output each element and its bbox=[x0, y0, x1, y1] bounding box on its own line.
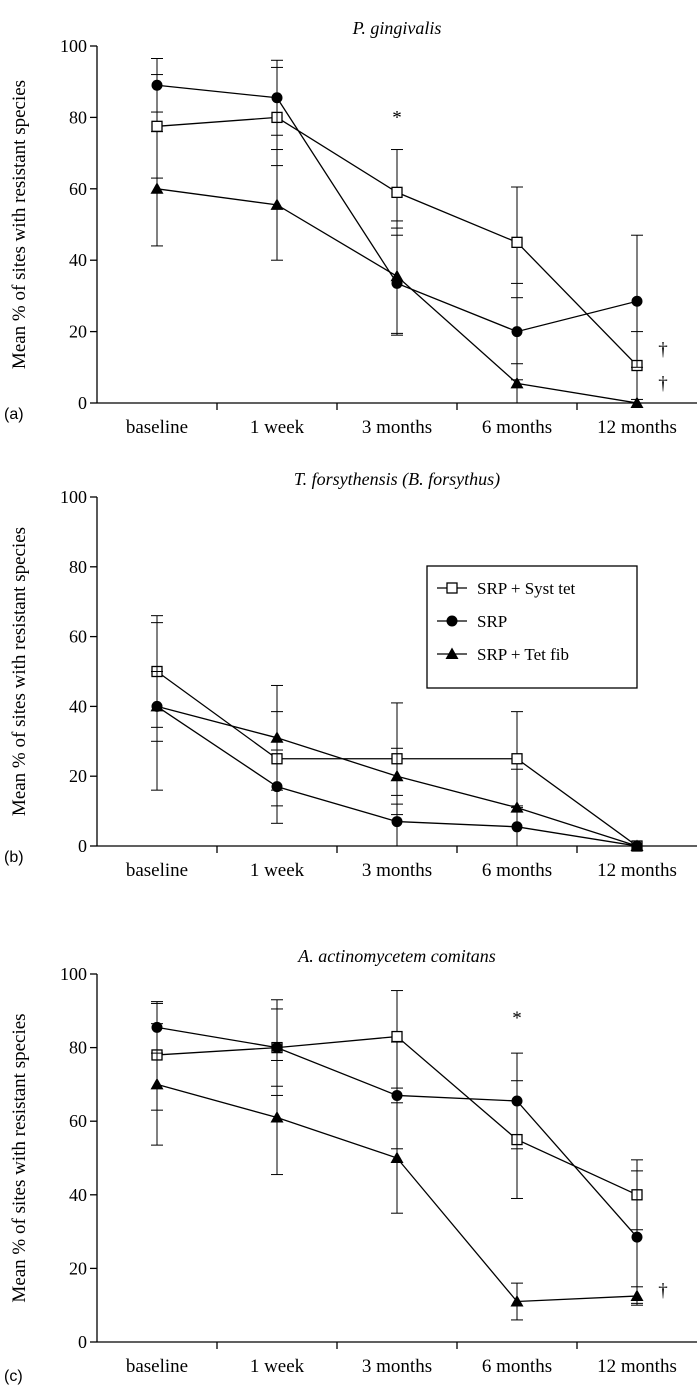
y-tick-label: 100 bbox=[60, 964, 87, 984]
triangle-marker bbox=[630, 396, 644, 408]
x-tick-label: 1 week bbox=[250, 860, 305, 881]
circle-marker bbox=[391, 1089, 403, 1101]
y-tick-label: 60 bbox=[69, 627, 87, 647]
y-tick-label: 0 bbox=[78, 393, 87, 413]
y-axis-label: Mean % of sites with resistant species bbox=[9, 80, 30, 369]
chart-panel: T. forsythensis (B. forsythus) Mean % of … bbox=[4, 469, 697, 881]
y-axis-label: Mean % of sites with resistant species bbox=[9, 527, 30, 816]
x-tick-label: 3 months bbox=[362, 417, 432, 438]
x-tick-label: 3 months bbox=[362, 860, 432, 881]
triangle-marker bbox=[270, 1111, 284, 1123]
legend-label: SRP + Tet fib bbox=[477, 645, 569, 664]
y-axis-label: Mean % of sites with resistant species bbox=[9, 1013, 30, 1302]
y-tick-label: 80 bbox=[69, 1038, 87, 1058]
legend-triangle-marker bbox=[445, 647, 459, 659]
circle-marker bbox=[631, 295, 643, 307]
square-marker bbox=[511, 753, 523, 765]
x-tick-label: baseline bbox=[126, 1356, 188, 1377]
circle-marker bbox=[151, 79, 163, 91]
y-tick-label: 40 bbox=[69, 1185, 87, 1205]
annotation-mark: † bbox=[658, 373, 668, 394]
triangle-marker bbox=[150, 699, 164, 712]
circle-marker bbox=[271, 92, 283, 104]
chart-title: T. forsythensis (B. forsythus) bbox=[294, 469, 500, 490]
square-marker bbox=[391, 186, 403, 199]
y-tick-label: 40 bbox=[69, 696, 87, 716]
triangle-marker bbox=[510, 376, 524, 389]
triangle-marker bbox=[630, 1289, 644, 1301]
legend-square-marker bbox=[446, 582, 458, 594]
y-tick-label: 0 bbox=[78, 1332, 87, 1352]
annotation-mark: † bbox=[658, 339, 668, 360]
annotation-mark: * bbox=[392, 107, 402, 128]
circle-marker bbox=[511, 326, 523, 338]
chart-panel: A. actinomycetem comitans Mean % of sites… bbox=[4, 946, 697, 1385]
chart-title: P. gingivalis bbox=[352, 18, 442, 38]
triangle-marker bbox=[270, 731, 284, 743]
triangle-marker bbox=[150, 182, 164, 194]
y-tick-label: 80 bbox=[69, 107, 87, 127]
y-tick-label: 80 bbox=[69, 557, 87, 577]
triangle-marker bbox=[390, 269, 404, 282]
chart-title: A. actinomycetem comitans bbox=[297, 946, 495, 966]
triangle-marker bbox=[390, 769, 404, 782]
x-tick-label: baseline bbox=[126, 417, 188, 438]
legend: SRP + Syst tet SRP SRP + Tet fib bbox=[426, 565, 638, 689]
x-tick-label: 3 months bbox=[362, 1356, 432, 1377]
triangle-marker bbox=[150, 1077, 164, 1090]
annotation-mark: † bbox=[658, 1280, 668, 1301]
triangle-marker bbox=[510, 1295, 524, 1307]
circle-marker bbox=[511, 1095, 523, 1107]
square-marker bbox=[151, 120, 163, 132]
annotation-mark: * bbox=[512, 1008, 522, 1029]
y-tick-label: 20 bbox=[69, 766, 87, 786]
legend-box bbox=[426, 565, 638, 689]
square-marker bbox=[511, 236, 523, 249]
x-tick-label: 6 months bbox=[482, 417, 552, 438]
panel-label: (a) bbox=[4, 406, 24, 423]
x-tick-label: 12 months bbox=[597, 1356, 677, 1377]
series bbox=[150, 131, 644, 408]
y-tick-label: 0 bbox=[78, 836, 87, 856]
y-tick-label: 60 bbox=[69, 1111, 87, 1131]
series bbox=[150, 671, 644, 851]
triangle-marker bbox=[510, 801, 524, 813]
x-tick-label: 6 months bbox=[482, 1356, 552, 1377]
x-tick-label: 12 months bbox=[597, 860, 677, 881]
series bbox=[150, 1023, 644, 1321]
x-tick-label: 6 months bbox=[482, 860, 552, 881]
y-tick-label: 20 bbox=[69, 1258, 87, 1278]
chart-panel: P. gingivalis Mean % of sites with resist… bbox=[4, 18, 697, 438]
y-tick-label: 40 bbox=[69, 250, 87, 270]
x-tick-label: 1 week bbox=[250, 1356, 305, 1377]
triangle-marker bbox=[390, 1151, 404, 1163]
series bbox=[151, 1001, 643, 1304]
square-marker bbox=[391, 1030, 403, 1043]
panel-label: (c) bbox=[4, 1368, 23, 1385]
x-tick-label: baseline bbox=[126, 860, 188, 881]
circle-marker bbox=[391, 816, 403, 828]
y-tick-label: 20 bbox=[69, 322, 87, 342]
legend-label: SRP + Syst tet bbox=[477, 579, 576, 598]
panel-label: (b) bbox=[4, 849, 24, 866]
circle-marker bbox=[631, 1231, 643, 1243]
y-tick-label: 60 bbox=[69, 179, 87, 199]
legend-circle-marker bbox=[446, 615, 458, 627]
x-tick-label: 1 week bbox=[250, 417, 305, 438]
legend-label: SRP bbox=[477, 612, 507, 631]
y-tick-label: 100 bbox=[60, 36, 87, 56]
triangle-marker bbox=[270, 198, 284, 210]
y-tick-label: 100 bbox=[60, 487, 87, 507]
circle-marker bbox=[271, 1042, 283, 1054]
triangle-marker bbox=[630, 839, 644, 851]
x-tick-label: 12 months bbox=[597, 417, 677, 438]
